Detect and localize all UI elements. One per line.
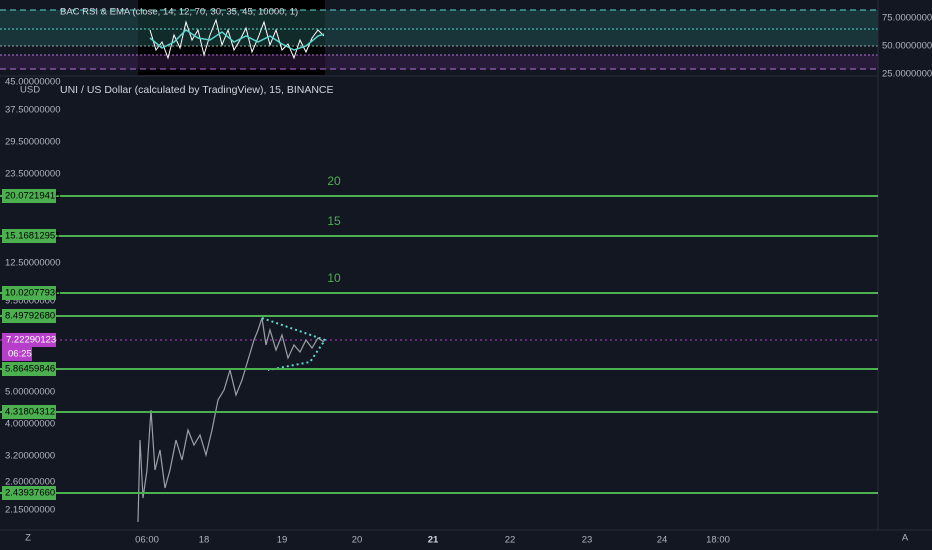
time-axis-label: 21 [428, 535, 439, 546]
price-axis-label: 5.00000000 [5, 387, 55, 398]
price-axis-label: 37.50000000 [5, 105, 60, 116]
level-tag [2, 405, 56, 419]
rsi-axis-label: 75.00000000 [882, 13, 932, 24]
level-tag [2, 229, 56, 243]
level-annotation: 10 [327, 271, 341, 285]
time-axis-label: 18:00 [706, 535, 730, 546]
rsi-ema [149, 29, 325, 51]
time-axis-label: 22 [505, 535, 516, 546]
level-tag [2, 309, 56, 323]
level-annotation: 15 [327, 214, 341, 228]
last-price: 7.22290123 [6, 335, 56, 346]
time-axis-label: 19 [277, 535, 288, 546]
level-label: 8.49792680 [5, 311, 55, 322]
price-line [137, 317, 325, 523]
level-tag [2, 286, 56, 300]
price-axis-label: 9.50000000 [5, 296, 55, 307]
corner-a[interactable]: A [902, 533, 909, 544]
level-label: 20.07219415 [5, 191, 60, 202]
price-axis-label: 3.20000000 [5, 451, 55, 462]
corner-z[interactable]: Z [25, 533, 31, 544]
symbol-title: UNI / US Dollar (calculated by TradingVi… [60, 84, 334, 96]
triangle-pattern [261, 317, 327, 371]
currency: USD [20, 85, 40, 96]
level-tag [2, 486, 56, 500]
price-axis-label: 45.00000000 [5, 77, 60, 88]
level-tag [2, 189, 56, 203]
price-axis-label: 12.50000000 [5, 258, 60, 269]
rsi-line [149, 18, 325, 60]
level-annotation: 20 [327, 174, 341, 188]
level-label: 15.16812951 [5, 231, 60, 242]
time-axis-label: 20 [352, 535, 363, 546]
level-label: 10.02077936 [5, 288, 60, 299]
rsi-band-low [0, 55, 878, 69]
level-label: 2.43937660 [5, 488, 55, 499]
rsi-band [0, 10, 878, 46]
price-axis-label: 2.60000000 [5, 477, 55, 488]
time-axis-label: 23 [582, 535, 593, 546]
price-axis-label: 23.50000000 [5, 169, 60, 180]
time-axis-label: 24 [657, 535, 668, 546]
price-axis-label: 4.00000000 [5, 419, 55, 430]
indicator-title: BAC RSI & EMA (close, 14, 12, 70, 30, 35… [60, 7, 298, 18]
rsi-axis-label: 50.00000000 [882, 41, 932, 52]
price-axis-label: 29.50000000 [5, 137, 60, 148]
last-price-tag [2, 333, 56, 347]
countdown-tag [2, 347, 32, 361]
level-label: 4.31804312 [5, 407, 55, 418]
countdown: 06:25 [8, 349, 32, 360]
time-axis-label: 06:00 [135, 535, 159, 546]
rsi-axis-label: 25.00000000 [882, 69, 932, 80]
level-label: 5.86459846 [5, 364, 55, 375]
level-tag [2, 362, 56, 376]
time-axis-label: 18 [199, 535, 210, 546]
price-axis-label: 2.15000000 [5, 505, 55, 516]
